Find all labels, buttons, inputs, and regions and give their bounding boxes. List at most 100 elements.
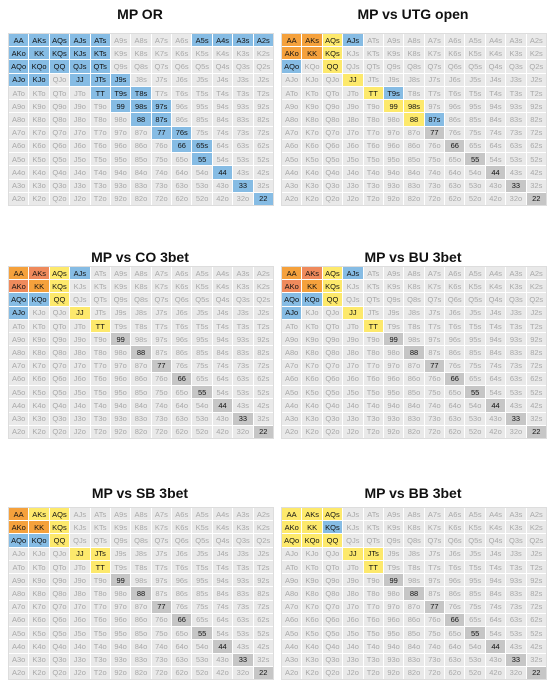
hand-cell: A4o xyxy=(9,166,29,179)
hand-cell: KJs xyxy=(70,47,90,60)
hand-cell: A6o xyxy=(9,613,29,627)
hand-cell: JTo xyxy=(70,86,90,100)
hand-cell: 76o xyxy=(424,613,445,627)
hand-cell: J2o xyxy=(70,666,90,679)
hand-cell: Q3s xyxy=(506,60,526,73)
hand-cell: J5o xyxy=(70,627,90,640)
hand-cell: 64s xyxy=(212,372,233,386)
hand-cell: 75o xyxy=(424,153,445,166)
hand-cell: 99 xyxy=(383,100,404,113)
hand-cell: 75s xyxy=(465,359,485,372)
hand-cell: A6s xyxy=(172,34,192,47)
hand-cell: K3o xyxy=(302,653,322,666)
hand-cell: 99 xyxy=(110,100,131,113)
hand-cell: K8s xyxy=(404,521,424,534)
hand-cell: 33 xyxy=(233,653,253,666)
hand-cell: J9s xyxy=(110,547,131,560)
hand-cell: 82o xyxy=(131,192,151,205)
hand-cell: 54s xyxy=(212,153,233,166)
hand-cell: A7s xyxy=(151,267,172,280)
hand-cell: 43o xyxy=(212,412,233,425)
hand-cell: Q2o xyxy=(49,192,70,205)
hand-cell: 82s xyxy=(253,346,273,359)
hand-cell: A8s xyxy=(131,267,151,280)
hand-cell: 43s xyxy=(506,640,526,653)
hand-cell: 82s xyxy=(526,113,546,126)
hand-cell: K4s xyxy=(485,280,506,293)
hand-cell: K3o xyxy=(29,653,49,666)
hand-cell: K2o xyxy=(29,192,49,205)
hand-cell: T8s xyxy=(404,319,424,333)
hand-cell: TT xyxy=(90,319,110,333)
hand-cell: 43o xyxy=(212,653,233,666)
hand-cell: K5o xyxy=(29,386,49,399)
hand-cell: 32s xyxy=(526,179,546,192)
hand-cell: 92o xyxy=(383,425,404,438)
hand-cell: 96s xyxy=(172,100,192,113)
hand-cell: J7s xyxy=(151,73,172,86)
hand-cell: A5o xyxy=(9,153,29,166)
hand-cell: ATs xyxy=(90,34,110,47)
hand-cell: 55 xyxy=(465,627,485,640)
hand-cell: 72o xyxy=(424,425,445,438)
hand-cell: K8o xyxy=(29,587,49,600)
hand-cell: 76o xyxy=(151,613,172,627)
hand-cell: Q8s xyxy=(404,60,424,73)
hand-cell: 75s xyxy=(192,126,212,139)
hand-cell: Q8o xyxy=(49,113,70,126)
hand-cell: 87s xyxy=(424,587,445,600)
hand-cell: A8s xyxy=(404,267,424,280)
hand-cell: 63o xyxy=(445,179,465,192)
hand-cell: 88 xyxy=(404,346,424,359)
hand-cell: K6o xyxy=(302,372,322,386)
hand-cell: Q6o xyxy=(322,139,343,153)
hand-cell: K6s xyxy=(445,521,465,534)
hand-cell: A9o xyxy=(282,574,302,587)
hand-cell: 64o xyxy=(172,166,192,179)
hand-cell: QJs xyxy=(343,60,363,73)
hand-cell: A3s xyxy=(506,508,526,521)
hand-cell: J9o xyxy=(343,574,363,587)
hand-cell: T2s xyxy=(253,319,273,333)
hand-cell: K8s xyxy=(404,47,424,60)
hand-cell: K2s xyxy=(526,47,546,60)
hand-cell: AKo xyxy=(282,280,302,293)
hand-cell: 87s xyxy=(151,587,172,600)
hand-cell: 83s xyxy=(506,113,526,126)
hand-cell: T5o xyxy=(90,627,110,640)
hand-cell: A6s xyxy=(172,267,192,280)
hand-cell: AKo xyxy=(9,280,29,293)
hand-cell: 64s xyxy=(212,613,233,627)
hand-cell: 66 xyxy=(445,613,465,627)
hand-cell: 43s xyxy=(233,640,253,653)
hand-cell: 22 xyxy=(253,425,273,438)
hand-cell: 98o xyxy=(110,346,131,359)
hand-cell: T7o xyxy=(363,126,383,139)
hand-cell: A2o xyxy=(282,666,302,679)
hand-cell: K9o xyxy=(29,574,49,587)
hand-cell: 97o xyxy=(383,600,404,613)
hand-cell: T6o xyxy=(90,372,110,386)
hand-cell: 72s xyxy=(253,126,273,139)
hand-cell: A5s xyxy=(192,267,212,280)
hand-cell: Q8s xyxy=(404,293,424,306)
hand-cell: Q8s xyxy=(404,534,424,547)
hand-cell: 55 xyxy=(465,153,485,166)
hand-cell: KTo xyxy=(302,319,322,333)
hand-cell: KQo xyxy=(29,293,49,306)
hand-cell: 43o xyxy=(485,412,506,425)
hand-cell: QJo xyxy=(49,306,70,319)
hand-cell: Q6o xyxy=(49,139,70,153)
hand-cell: 86s xyxy=(445,587,465,600)
hand-cell: K5s xyxy=(192,47,212,60)
hand-cell: 52s xyxy=(526,153,546,166)
hand-cell: 73o xyxy=(151,412,172,425)
hand-cell: 74o xyxy=(424,166,445,179)
hand-cell: 88 xyxy=(404,587,424,600)
hand-cell: K5s xyxy=(192,280,212,293)
hand-cell: 85s xyxy=(465,587,485,600)
hand-cell: ATo xyxy=(9,86,29,100)
hand-cell: 52s xyxy=(253,153,273,166)
hand-cell: 75s xyxy=(465,126,485,139)
hand-cell: 32s xyxy=(253,179,273,192)
